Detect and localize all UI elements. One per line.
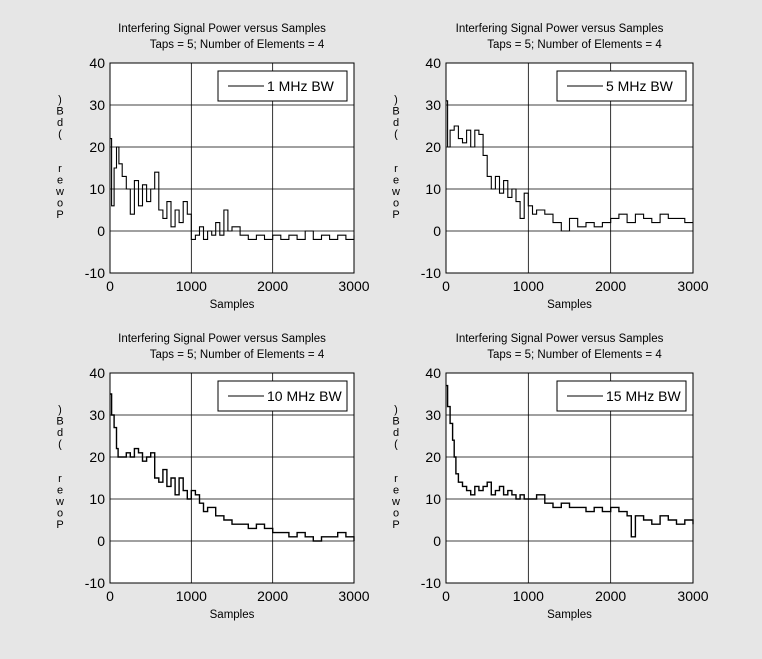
x-tick-label: 0 <box>106 278 114 294</box>
chart-subtitle: Taps = 5; Number of Elements = 4 <box>487 349 662 361</box>
y-tick-label: 40 <box>89 365 105 381</box>
y-tick-label: 10 <box>425 181 441 197</box>
x-tick-label: 1000 <box>176 278 207 294</box>
plot-frame <box>109 62 355 274</box>
y-tick-label: 10 <box>89 181 105 197</box>
x-tick-label: 0 <box>442 278 450 294</box>
x-tick-label: 1000 <box>513 588 544 604</box>
series-line <box>110 393 355 542</box>
plot-frame <box>445 372 694 584</box>
legend-label: 1 MHz BW <box>267 78 335 94</box>
chart-subtitle: Taps = 5; Number of Elements = 4 <box>150 349 325 361</box>
x-tick-label: 0 <box>106 588 114 604</box>
x-tick-label: 0 <box>442 588 450 604</box>
y-tick-label: 30 <box>89 97 105 113</box>
y-tick-label: 20 <box>425 139 441 155</box>
x-tick-label: 2000 <box>595 588 626 604</box>
y-tick-label: 10 <box>89 491 105 507</box>
y-tick-label: 30 <box>425 97 441 113</box>
x-tick-label: 3000 <box>677 278 708 294</box>
y-tick-label: 10 <box>425 491 441 507</box>
y-tick-label: 20 <box>89 449 105 465</box>
legend-label: 10 MHz BW <box>267 388 342 404</box>
plot-frame <box>445 62 694 274</box>
x-tick-label: 2000 <box>257 278 288 294</box>
plot-frame <box>109 372 355 584</box>
y-tick-label: 0 <box>97 223 105 239</box>
chart-title: Interfering Signal Power versus Samples <box>118 333 326 345</box>
y-tick-label: 30 <box>425 407 441 423</box>
x-axis-label: Samples <box>210 609 255 621</box>
series-line <box>446 384 694 538</box>
chart-title: Interfering Signal Power versus Samples <box>118 23 326 35</box>
x-tick-label: 1000 <box>176 588 207 604</box>
x-tick-label: 2000 <box>257 588 288 604</box>
y-tick-label: 20 <box>425 449 441 465</box>
chart-title: Interfering Signal Power versus Samples <box>456 23 664 35</box>
y-tick-label: 40 <box>425 365 441 381</box>
x-tick-label: 3000 <box>338 588 369 604</box>
chart-title: Interfering Signal Power versus Samples <box>456 333 664 345</box>
y-tick-label: 20 <box>89 139 105 155</box>
y-tick-label: 0 <box>433 223 441 239</box>
chart-subtitle: Taps = 5; Number of Elements = 4 <box>487 39 662 51</box>
y-tick-label: -10 <box>421 265 441 281</box>
y-tick-label: -10 <box>85 575 105 591</box>
y-tick-label: 30 <box>89 407 105 423</box>
series-line <box>110 138 355 240</box>
y-tick-label: -10 <box>421 575 441 591</box>
y-tick-label: 0 <box>433 533 441 549</box>
x-tick-label: 3000 <box>338 278 369 294</box>
legend-label: 15 MHz BW <box>606 388 681 404</box>
x-tick-label: 2000 <box>595 278 626 294</box>
y-tick-label: 40 <box>89 55 105 71</box>
x-axis-label: Samples <box>547 609 592 621</box>
x-tick-label: 3000 <box>677 588 708 604</box>
x-tick-label: 1000 <box>513 278 544 294</box>
series-line <box>446 100 693 232</box>
y-tick-label: 40 <box>425 55 441 71</box>
x-axis-label: Samples <box>210 299 255 311</box>
x-axis-label: Samples <box>547 299 592 311</box>
y-tick-label: 0 <box>97 533 105 549</box>
chart-subtitle: Taps = 5; Number of Elements = 4 <box>150 39 325 51</box>
legend-label: 5 MHz BW <box>606 78 674 94</box>
y-tick-label: -10 <box>85 265 105 281</box>
